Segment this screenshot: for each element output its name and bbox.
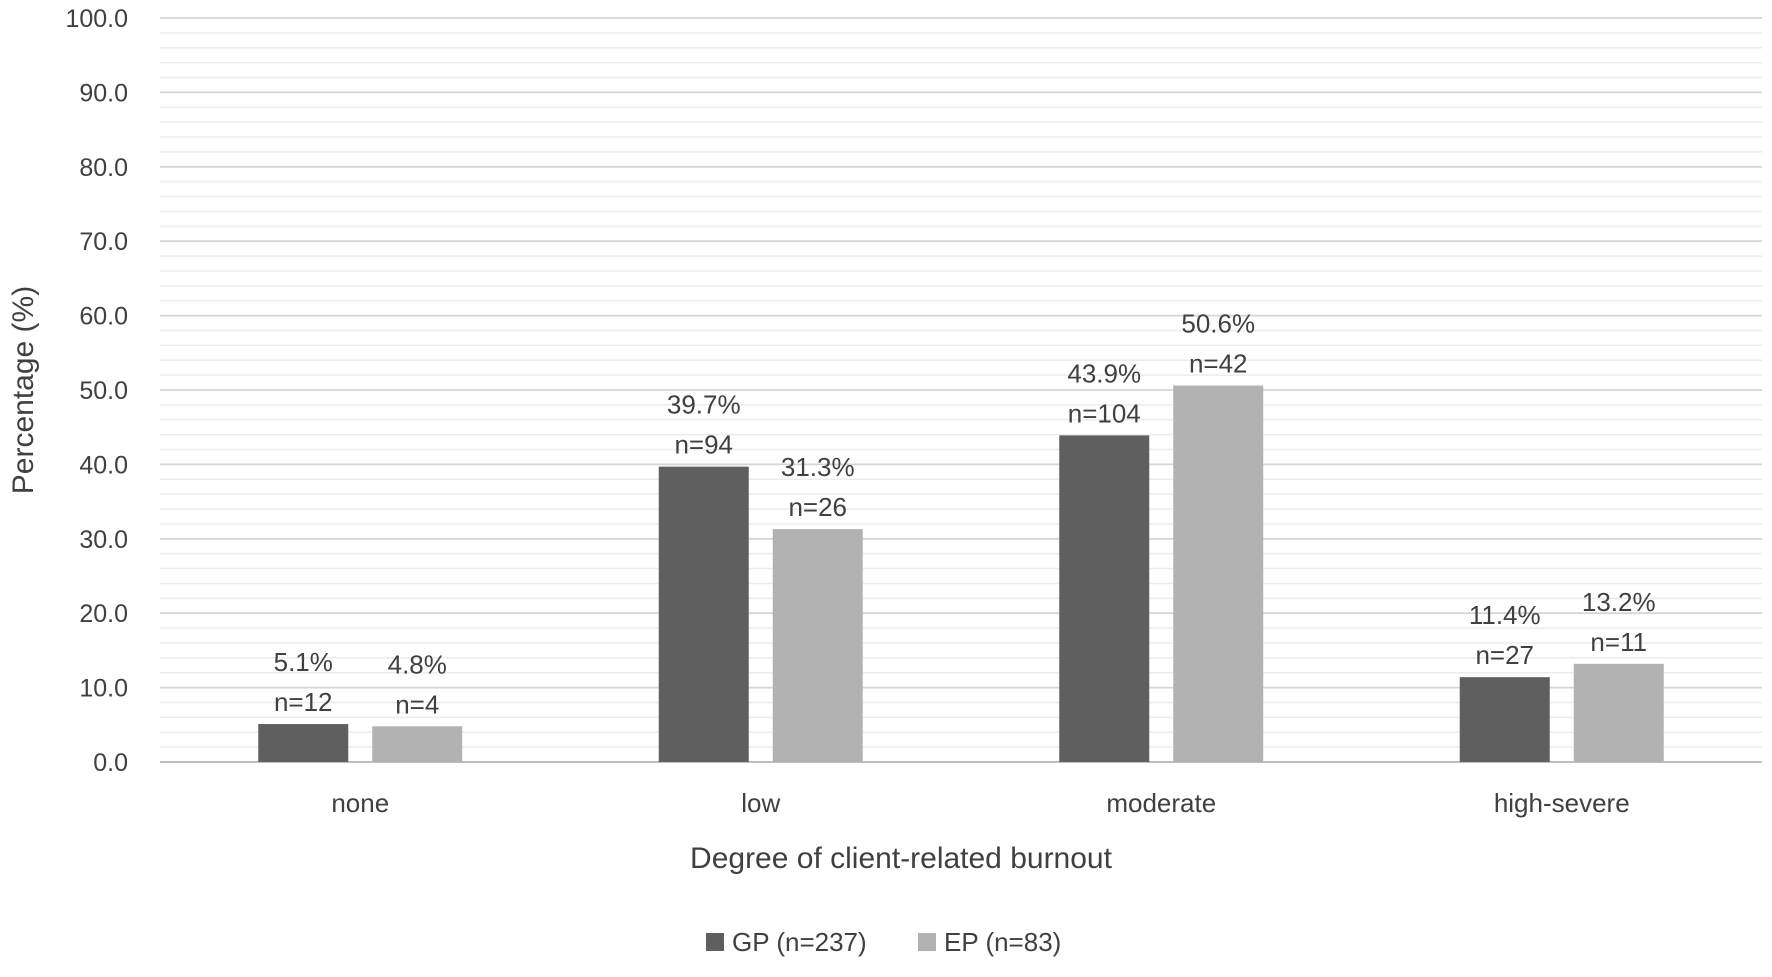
y-tick-label: 0.0 <box>93 749 128 777</box>
data-label-percent: 39.7% <box>667 390 741 420</box>
minor-gridlines <box>160 32 1762 748</box>
y-tick-label: 10.0 <box>79 675 128 703</box>
y-axis-ticks: 0.0 10.0 20.0 30.0 40.0 50.0 60.0 70.0 80.0 90.0 1… <box>65 5 128 777</box>
y-tick-label: 40.0 <box>79 451 128 479</box>
bars <box>258 385 1664 762</box>
data-label-count: n=4 <box>395 689 439 719</box>
legend-swatch <box>918 933 936 951</box>
y-tick-label: 80.0 <box>79 154 128 182</box>
bar <box>772 529 863 762</box>
bar <box>1059 435 1150 762</box>
y-tick-label: 50.0 <box>79 377 128 405</box>
y-tick-label: 20.0 <box>79 600 128 628</box>
y-tick-label: 30.0 <box>79 526 128 554</box>
bar <box>658 466 749 762</box>
data-label-count: n=11 <box>1590 627 1647 657</box>
data-label-percent: 5.1% <box>274 647 333 677</box>
data-label-count: n=26 <box>788 492 847 522</box>
x-category-label: high-severe <box>1494 788 1630 818</box>
x-axis-title: Degree of client-related burnout <box>690 842 1113 875</box>
y-tick-label: 90.0 <box>79 79 128 107</box>
legend-label: EP (n=83) <box>944 927 1061 957</box>
data-label-count: n=27 <box>1475 640 1534 670</box>
bar <box>1459 677 1550 762</box>
x-category-label: moderate <box>1106 788 1216 818</box>
x-category-label: none <box>331 788 389 818</box>
x-category-label: low <box>741 788 780 818</box>
bar <box>1173 385 1264 762</box>
y-tick-label: 60.0 <box>79 303 128 331</box>
data-label-percent: 11.4% <box>1469 600 1541 630</box>
data-label-percent: 31.3% <box>781 452 855 482</box>
x-axis-categories: none low moderate high-severe <box>331 788 1629 818</box>
legend-swatch <box>706 933 724 951</box>
y-tick-label: 100.0 <box>65 5 128 33</box>
data-label-percent: 13.2% <box>1582 587 1656 617</box>
y-axis-title: Percentage (%) <box>7 286 40 494</box>
legend-label: GP (n=237) <box>732 927 867 957</box>
bar <box>258 724 349 762</box>
data-label-percent: 4.8% <box>388 649 447 679</box>
data-label-count: n=94 <box>674 430 733 460</box>
y-tick-label: 70.0 <box>79 228 128 256</box>
data-label-count: n=42 <box>1189 349 1248 379</box>
legend: GP (n=237) EP (n=83) <box>706 927 1061 957</box>
data-label-count: n=104 <box>1068 398 1141 428</box>
data-labels: 5.1% n=12 4.8% n=4 39.7% n=94 31.3% n=26 43.9% n=… <box>274 309 1656 720</box>
data-label-count: n=12 <box>274 687 333 717</box>
bar <box>372 726 463 762</box>
data-label-percent: 43.9% <box>1067 358 1141 388</box>
data-label-percent: 50.6% <box>1181 309 1255 339</box>
bar <box>1573 663 1664 762</box>
